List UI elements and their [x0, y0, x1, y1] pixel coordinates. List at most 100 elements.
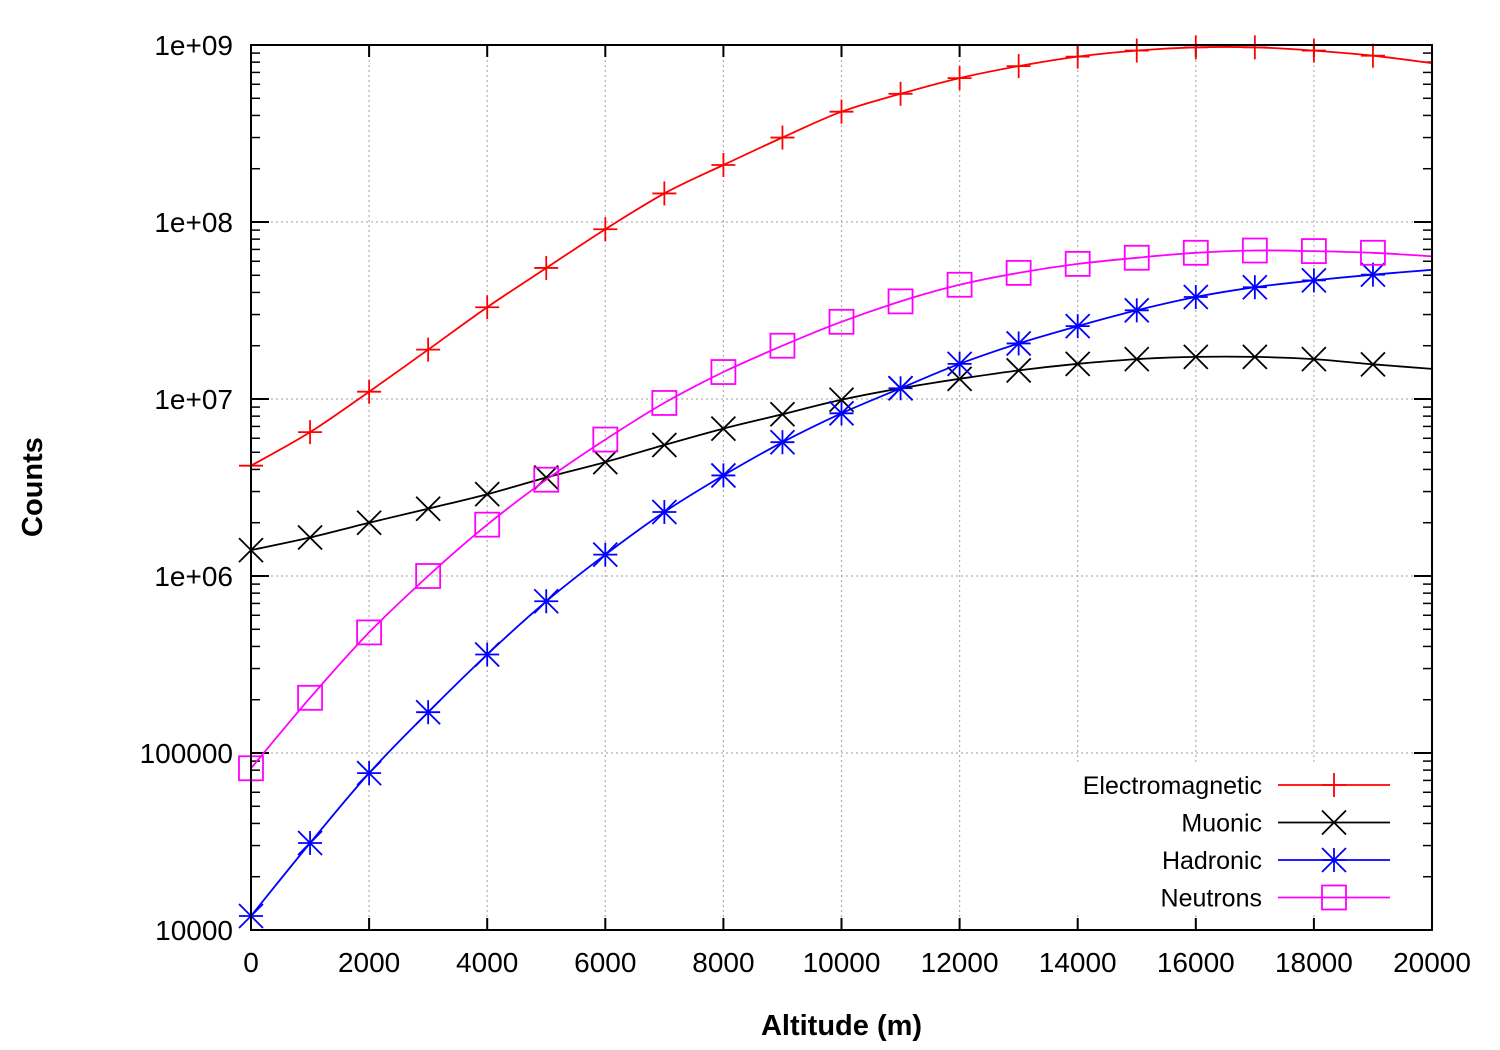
legend-label-hadronic: Hadronic — [1162, 847, 1262, 875]
series-hadronic-point — [415, 699, 441, 725]
series-electromagnetic-point — [652, 181, 677, 206]
series-neutrons-point — [1360, 239, 1386, 266]
series-neutrons-point — [651, 390, 678, 416]
series-electromagnetic-point — [770, 125, 795, 150]
series-muonic-point — [710, 416, 737, 442]
x-tick-label: 2000 — [338, 947, 400, 978]
series-hadronic-point — [1124, 297, 1150, 323]
x-tick-label: 16000 — [1157, 947, 1235, 978]
y-axis-title: Counts — [17, 437, 49, 537]
series-neutrons-point — [887, 288, 914, 315]
series-neutrons-point — [474, 511, 501, 538]
y-tick-label: 1e+08 — [154, 207, 233, 238]
x-tick-label: 10000 — [803, 947, 881, 978]
series-neutrons-point — [533, 466, 560, 493]
series-electromagnetic-point — [829, 99, 854, 124]
x-tick-label: 14000 — [1039, 947, 1117, 978]
series-neutrons-point — [415, 563, 442, 589]
series-electromagnetic-line — [250, 46, 1433, 467]
series-hadronic-point — [710, 462, 737, 489]
series-neutrons-point — [1301, 238, 1327, 264]
series-neutrons — [238, 237, 1433, 782]
series-electromagnetic-point — [711, 152, 736, 177]
series-hadronic-point — [1006, 330, 1032, 357]
series-layer — [238, 35, 1433, 929]
series-muonic-point — [474, 481, 500, 507]
legend-label-neutrons: Neutrons — [1161, 885, 1262, 913]
series-muonic-point — [1301, 346, 1327, 372]
series-hadronic-point — [297, 830, 323, 856]
series-neutrons-point — [297, 684, 323, 711]
series-hadronic-point — [1360, 262, 1386, 288]
series-electromagnetic-point — [1065, 44, 1090, 69]
series-neutrons-point — [769, 332, 796, 359]
series-electromagnetic — [239, 35, 1433, 478]
y-tick-label: 10000 — [155, 915, 233, 946]
series-hadronic-point — [474, 641, 500, 668]
series-hadronic-point — [946, 351, 973, 377]
series-electromagnetic-point — [534, 255, 559, 280]
series-muonic-point — [769, 401, 796, 427]
legend: Electromagnetic Muonic Hadronic Neutrons — [1025, 765, 1395, 915]
legend-marker-neutrons — [1321, 884, 1347, 911]
x-tick-label: 6000 — [574, 947, 636, 978]
series-muonic-point — [828, 387, 855, 413]
x-axis-title: Altitude (m) — [761, 1010, 922, 1042]
series-electromagnetic-point — [298, 420, 323, 445]
legend-marker-muonic — [1321, 809, 1347, 836]
series-electromagnetic-point — [1360, 43, 1385, 68]
series-hadronic — [238, 262, 1433, 929]
series-neutrons-point — [946, 271, 973, 298]
y-tick-label: 1e+06 — [154, 561, 233, 592]
series-electromagnetic-point — [357, 379, 382, 404]
series-neutrons-point — [1241, 237, 1268, 264]
series-neutrons-point — [356, 619, 383, 646]
x-tick-label: 20000 — [1393, 947, 1471, 978]
series-muonic-point — [1183, 344, 1209, 370]
series-electromagnetic-point — [947, 66, 972, 91]
series-muonic-point — [1124, 346, 1150, 372]
series-muonic — [238, 344, 1433, 563]
series-neutrons-point — [1123, 244, 1150, 271]
series-electromagnetic-point — [416, 337, 441, 362]
series-muonic-point — [1242, 344, 1268, 370]
series-hadronic-point — [828, 400, 855, 426]
x-tick-label: 0 — [243, 947, 259, 978]
series-muonic-point — [1065, 351, 1091, 377]
x-tick-label: 12000 — [921, 947, 999, 978]
series-hadronic-point — [1183, 284, 1209, 310]
series-electromagnetic-point — [1183, 35, 1208, 60]
plot-frame — [250, 44, 1433, 931]
series-neutrons-point — [1064, 250, 1091, 277]
series-muonic-point — [1006, 357, 1032, 384]
series-hadronic-point — [533, 588, 559, 614]
series-electromagnetic-point — [593, 217, 618, 242]
legend-label-muonic: Muonic — [1181, 810, 1262, 838]
series-muonic-point — [592, 449, 618, 475]
series-hadronic-point — [592, 542, 618, 568]
series-neutrons-line — [250, 249, 1433, 769]
series-hadronic-point — [1242, 274, 1268, 300]
series-neutrons-point — [592, 426, 619, 453]
series-electromagnetic-point — [1301, 38, 1326, 63]
legend-marker-hadronic — [1321, 847, 1347, 873]
series-neutrons-point — [1182, 239, 1209, 266]
series-hadronic-point — [356, 760, 382, 786]
series-muonic-point — [651, 432, 677, 458]
x-tick-labels: 0 2000 4000 6000 8000 10000 12000 14000 16000 180… — [243, 947, 1471, 978]
y-tick-labels: 10000 100000 1e+06 1e+07 1e+08 1e+09 — [140, 30, 233, 946]
y-tick-label: 100000 — [140, 738, 233, 769]
legend-marker-electromagnetic — [1322, 773, 1346, 797]
y-tick-label: 1e+09 — [154, 30, 233, 61]
series-hadronic-point — [769, 429, 796, 455]
series-neutrons-point — [710, 359, 737, 385]
series-electromagnetic-point — [888, 81, 913, 106]
series-neutrons-point — [828, 308, 855, 335]
x-tick-label: 18000 — [1275, 947, 1353, 978]
y-tick-label: 1e+07 — [154, 384, 233, 415]
series-electromagnetic-point — [1124, 38, 1149, 63]
series-hadronic-point — [1301, 267, 1327, 294]
legend-label-electromagnetic: Electromagnetic — [1083, 772, 1262, 800]
x-tick-label: 4000 — [456, 947, 518, 978]
